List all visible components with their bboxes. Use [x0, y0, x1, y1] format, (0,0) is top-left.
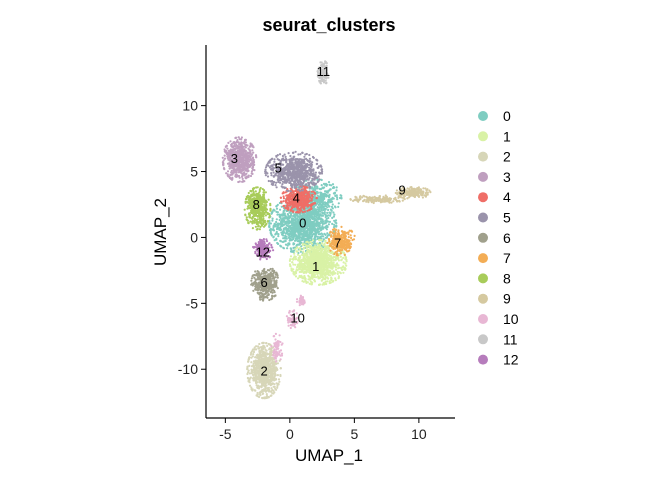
cluster-3-points: [221, 136, 258, 184]
legend-swatch: [478, 151, 488, 162]
cluster-6-points: [250, 267, 279, 302]
legend-item-5: 5: [478, 210, 511, 226]
x-axis-title: UMAP_1: [295, 446, 363, 465]
legend-item-3: 3: [478, 169, 511, 185]
cluster-label-0: 0: [299, 216, 306, 231]
x-tick-label: 0: [286, 426, 294, 442]
legend-item-7: 7: [478, 250, 511, 266]
legend-swatch: [478, 253, 488, 264]
y-tick-label: 0: [190, 229, 198, 245]
cluster-label-4: 4: [293, 191, 300, 206]
legend-label: 4: [503, 189, 511, 205]
legend-item-11: 11: [478, 331, 518, 347]
cluster-label-1: 1: [312, 259, 319, 274]
chart-title: seurat_clusters: [262, 15, 395, 35]
cluster-label-11: 11: [317, 64, 331, 79]
legend-swatch: [478, 354, 488, 365]
legend-label: 8: [503, 270, 511, 286]
legend-swatch: [478, 293, 488, 304]
cluster-label-10: 10: [290, 311, 304, 326]
cluster-label-7: 7: [334, 235, 341, 250]
legend-item-0: 0: [478, 108, 511, 124]
legend-item-12: 12: [478, 352, 519, 368]
legend-label: 11: [503, 331, 518, 347]
legend-item-10: 10: [478, 311, 519, 327]
legend-label: 12: [503, 352, 519, 368]
cluster-10-points: [270, 294, 306, 363]
cluster-5-points: [264, 150, 324, 193]
legend-swatch: [478, 232, 488, 243]
y-tick-label: -5: [186, 295, 199, 311]
legend-item-4: 4: [478, 189, 511, 205]
cluster-12-points: [252, 238, 275, 261]
legend-label: 2: [503, 149, 511, 165]
y-axis-title: UMAP_2: [151, 198, 170, 266]
cluster-11-points: [316, 60, 330, 85]
cluster-label-2: 2: [260, 363, 267, 378]
cluster-7-points: [326, 225, 356, 257]
cluster-9-points: [349, 186, 432, 205]
legend-label: 7: [503, 250, 511, 266]
y-tick-label: -10: [178, 361, 198, 377]
x-tick-label: 10: [411, 426, 427, 442]
legend-swatch: [478, 131, 488, 142]
legend-label: 6: [503, 230, 511, 246]
legend-item-6: 6: [478, 230, 511, 246]
legend-swatch: [478, 273, 488, 284]
legend-label: 1: [503, 128, 511, 144]
points-layer: [221, 60, 432, 400]
legend-item-2: 2: [478, 149, 511, 165]
legend-swatch: [478, 212, 488, 223]
cluster-label-3: 3: [231, 151, 238, 166]
cluster-label-8: 8: [253, 197, 260, 212]
cluster-label-9: 9: [398, 183, 405, 198]
legend-label: 9: [503, 291, 511, 307]
legend-item-9: 9: [478, 291, 511, 307]
y-tick-label: 5: [190, 164, 198, 180]
legend-swatch: [478, 111, 488, 121]
cluster-1-points: [288, 239, 348, 286]
legend-label: 10: [503, 311, 519, 327]
x-tick-label: -5: [219, 426, 232, 442]
legend-item-8: 8: [478, 270, 511, 286]
cluster-label-5: 5: [275, 160, 282, 175]
y-tick-label: 10: [182, 98, 198, 114]
legend-swatch: [478, 334, 488, 345]
legend-swatch: [478, 192, 488, 203]
legend-swatch: [478, 314, 488, 324]
cluster-2-points: [246, 341, 282, 400]
x-tick-label: 5: [350, 426, 358, 442]
cluster-label-6: 6: [260, 275, 267, 290]
legend-label: 5: [503, 210, 511, 226]
legend-label: 0: [503, 108, 511, 124]
legend-label: 3: [503, 169, 511, 185]
cluster-label-12: 12: [256, 245, 270, 260]
legend-swatch: [478, 171, 488, 182]
cluster-4-points: [279, 185, 318, 214]
legend-item-1: 1: [478, 128, 511, 144]
cluster-8-points: [243, 186, 272, 231]
